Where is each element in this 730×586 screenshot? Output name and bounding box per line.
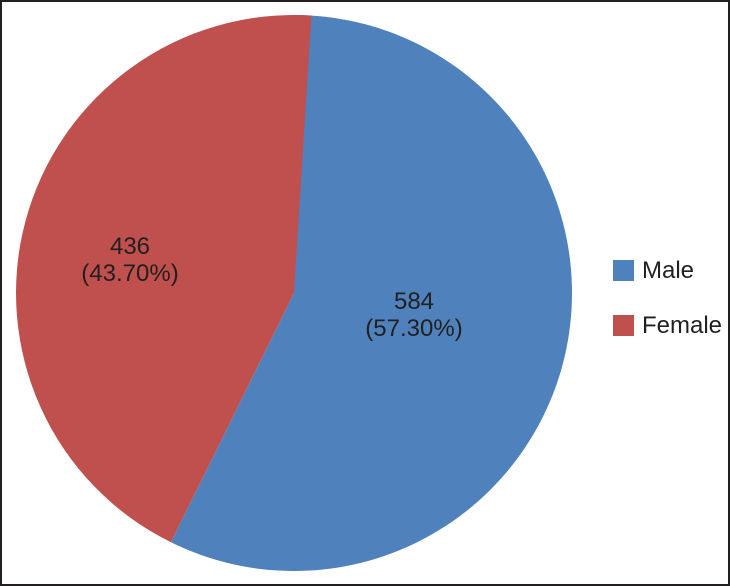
legend-label-male: Male — [642, 256, 695, 284]
pie-svg — [15, 14, 572, 571]
legend-label-female: Female — [642, 311, 723, 339]
chart-legend: Male Female — [613, 256, 723, 339]
pie-slice-male[interactable] — [170, 15, 572, 571]
legend-swatch-female-icon — [613, 315, 634, 336]
pie-slice-female[interactable] — [15, 14, 312, 543]
legend-item-male[interactable]: Male — [613, 256, 722, 284]
pie-chart-plot-area: 584 (57.30%) 436 (43.70%) — [2, 2, 588, 584]
legend-swatch-male-icon — [613, 260, 634, 281]
legend-item-female[interactable]: Female — [613, 311, 723, 339]
